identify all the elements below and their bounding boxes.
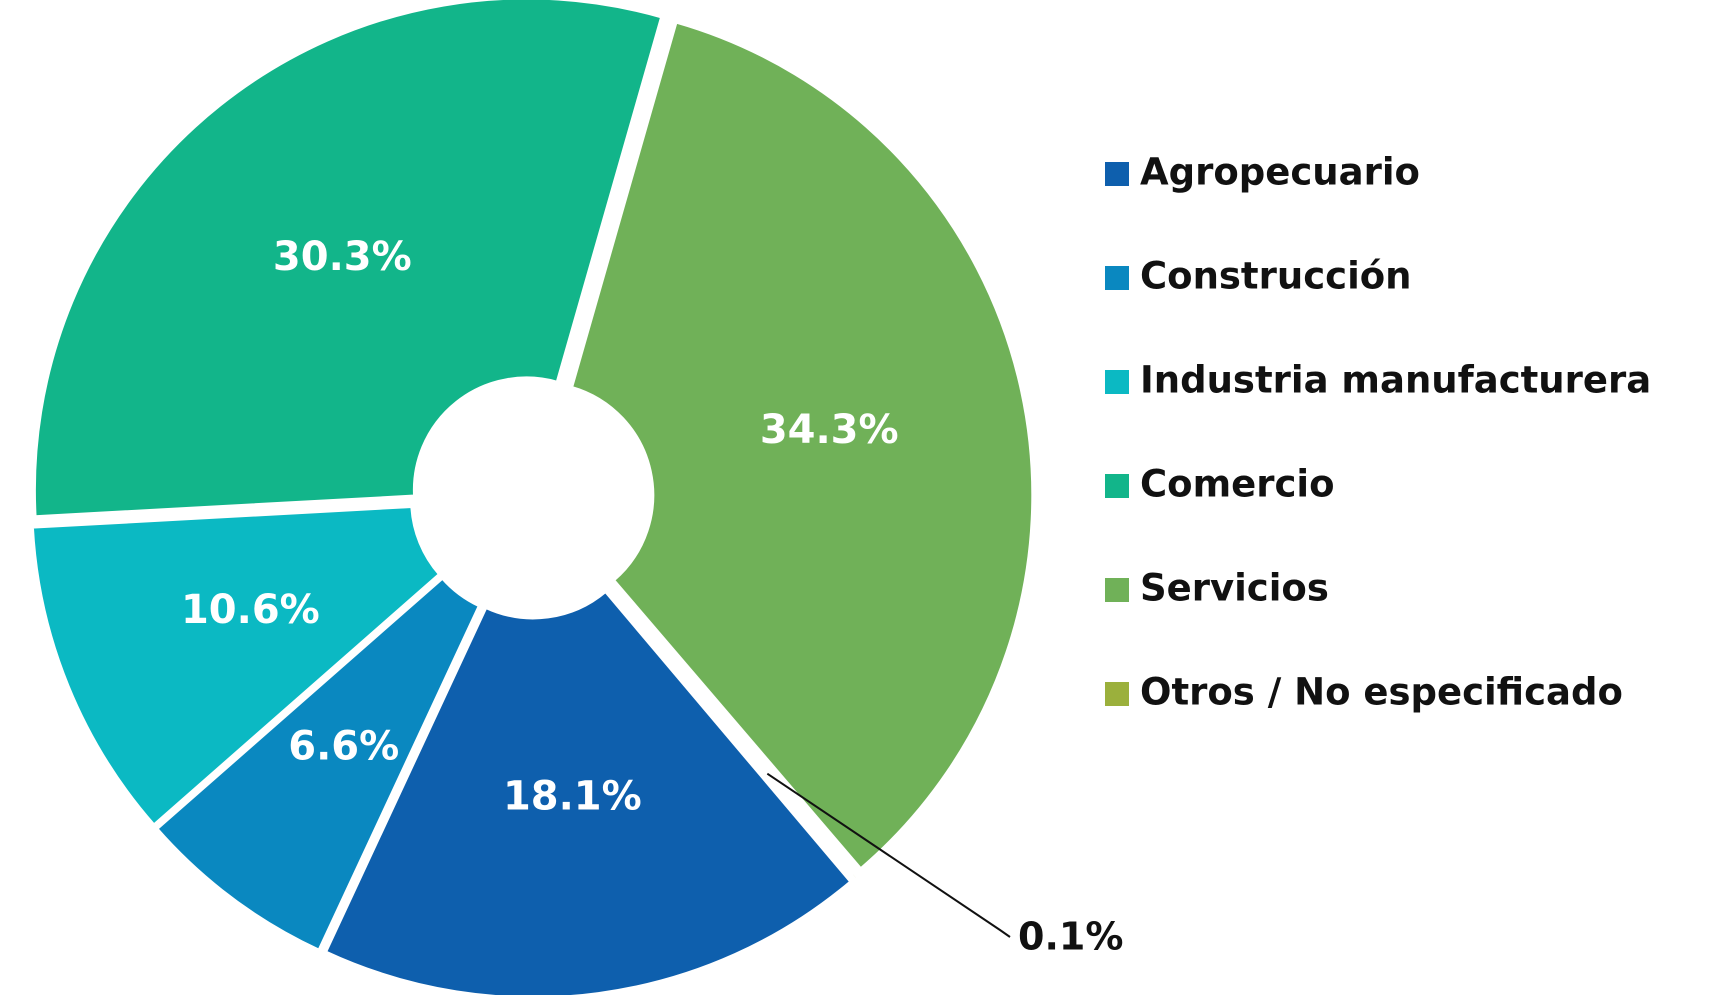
legend-label: Industria manufacturera <box>1140 359 1651 402</box>
pie-slice <box>154 575 482 953</box>
legend-label: Construcción <box>1140 255 1412 298</box>
legend-label: Otros / No especificado <box>1140 671 1623 714</box>
pie-slice <box>569 20 1035 871</box>
value-label: 10.6% <box>181 587 320 633</box>
legend-swatch <box>1105 370 1129 394</box>
value-label: 18.1% <box>503 774 642 820</box>
legend-label: Comercio <box>1140 463 1335 506</box>
legend-swatch <box>1105 266 1129 290</box>
pie-slice <box>32 0 664 519</box>
pie-slice <box>30 504 442 828</box>
pie-slice <box>608 586 860 882</box>
legend-swatch <box>1105 682 1129 706</box>
legend-swatch <box>1105 474 1129 498</box>
value-label: 6.6% <box>288 723 399 769</box>
value-label: 0.1% <box>1018 915 1123 959</box>
value-label: 34.3% <box>760 407 899 453</box>
legend-swatch <box>1105 162 1129 186</box>
pie-slice <box>323 589 853 995</box>
legend-label: Servicios <box>1140 567 1329 610</box>
legend-swatch <box>1105 578 1129 602</box>
legend-label: Agropecuario <box>1140 151 1420 194</box>
leader-line <box>766 772 1011 938</box>
value-label: 30.3% <box>273 234 412 280</box>
